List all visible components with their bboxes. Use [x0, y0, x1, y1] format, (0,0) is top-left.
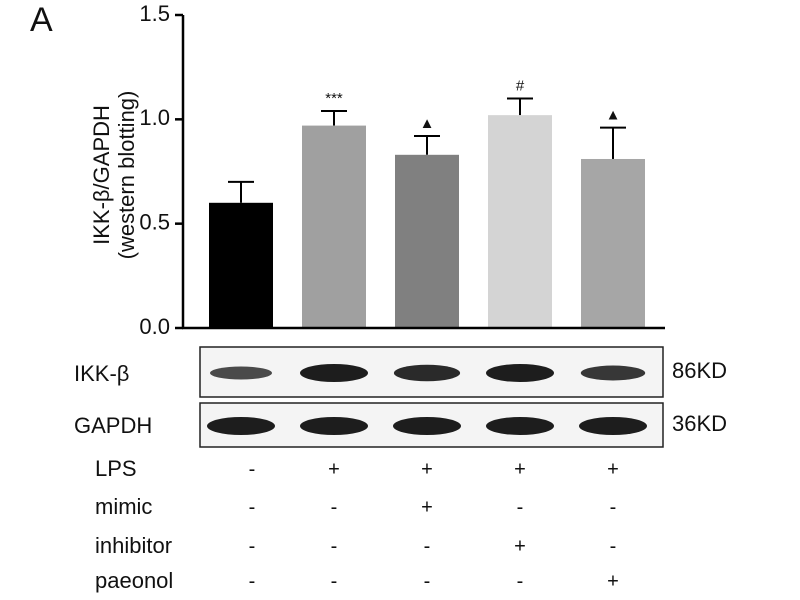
blot-band [207, 417, 275, 435]
blot-size: 86KD [672, 358, 727, 383]
treatment-sign: + [514, 458, 526, 480]
blot-band [300, 364, 368, 382]
bar [488, 115, 552, 328]
blot-band [210, 366, 272, 380]
y-axis-label: (western blotting) [114, 91, 139, 260]
treatment-sign: - [610, 496, 617, 518]
blot-band [580, 365, 646, 381]
treatment-label: inhibitor [95, 533, 172, 558]
treatment-sign: - [424, 570, 431, 592]
treatment-sign: - [517, 496, 524, 518]
y-tick-label: 1.0 [139, 105, 170, 130]
significance-mark: *** [325, 90, 343, 107]
y-axis-label: IKK-β/GAPDH [89, 105, 114, 245]
treatment-sign: - [249, 570, 256, 592]
bar [395, 154, 459, 328]
treatment-sign: + [607, 458, 619, 480]
bar [581, 158, 645, 328]
treatment-label: mimic [95, 494, 152, 519]
y-tick-label: 0.0 [139, 314, 170, 339]
blot-band [393, 417, 461, 435]
blot-size: 36KD [672, 411, 727, 436]
y-tick-label: 0.5 [139, 209, 170, 234]
treatment-sign: + [421, 458, 433, 480]
treatment-sign: - [249, 458, 256, 480]
blot-band [579, 417, 647, 435]
treatment-sign: + [328, 458, 340, 480]
blot-band [393, 364, 461, 382]
treatment-sign: - [424, 535, 431, 557]
significance-mark: ▲ [420, 115, 435, 132]
treatment-sign: - [331, 496, 338, 518]
treatment-label: paeonol [95, 568, 173, 593]
treatment-sign: + [421, 496, 433, 518]
treatment-sign: - [249, 535, 256, 557]
bar [302, 125, 366, 329]
treatment-sign: - [249, 496, 256, 518]
treatment-sign: - [331, 535, 338, 557]
bar [209, 202, 273, 328]
blot-band [486, 364, 554, 382]
panel-label: A [30, 1, 53, 39]
treatment-sign: - [517, 570, 524, 592]
blot-label: IKK-β [74, 361, 129, 386]
treatment-sign: - [331, 570, 338, 592]
blot-band [300, 417, 368, 435]
significance-mark: # [516, 77, 525, 94]
treatment-sign: + [607, 570, 619, 592]
y-tick-label: 1.5 [139, 1, 170, 26]
treatment-label: LPS [95, 456, 137, 481]
significance-mark: ▲ [606, 107, 621, 124]
blot-label: GAPDH [74, 413, 152, 438]
treatment-sign: - [610, 535, 617, 557]
blot-band [486, 417, 554, 435]
treatment-sign: + [514, 535, 526, 557]
